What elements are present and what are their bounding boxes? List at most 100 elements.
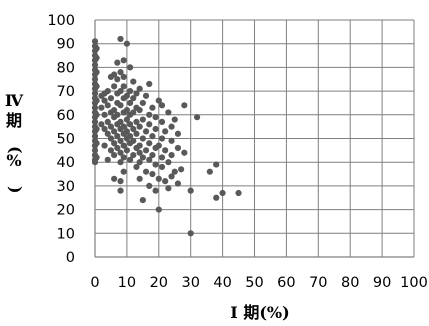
- data-point: [168, 173, 174, 179]
- data-point: [178, 166, 184, 172]
- data-point: [133, 131, 139, 137]
- data-point: [117, 178, 123, 184]
- x-tick-labels: 0 10 20 30 40 50 60 70 80 90 100: [90, 275, 427, 291]
- data-point: [146, 183, 152, 189]
- data-point: [93, 45, 99, 51]
- data-point: [121, 109, 127, 115]
- data-point: [146, 140, 152, 146]
- x-tick-label: 70: [309, 275, 327, 291]
- data-point: [121, 57, 127, 63]
- x-tick-label: 60: [277, 275, 295, 291]
- data-point: [137, 107, 143, 113]
- data-point: [93, 83, 99, 89]
- data-point: [140, 100, 146, 106]
- data-point: [162, 178, 168, 184]
- data-point: [153, 161, 159, 167]
- data-point: [140, 197, 146, 203]
- data-point: [105, 157, 111, 163]
- data-point: [93, 112, 99, 118]
- data-point: [93, 140, 99, 146]
- data-point: [93, 55, 99, 61]
- data-point: [98, 105, 104, 111]
- data-point: [111, 83, 117, 89]
- data-point: [159, 119, 165, 125]
- data-point: [213, 195, 219, 201]
- data-point: [146, 157, 152, 163]
- x-tick-label: 0: [90, 275, 99, 291]
- data-point: [114, 60, 120, 66]
- data-point: [165, 159, 171, 165]
- y-tick-label: 20: [57, 203, 75, 219]
- y-tick-label: 0: [66, 250, 75, 266]
- data-point: [153, 126, 159, 132]
- data-point: [207, 169, 213, 175]
- data-point: [159, 154, 165, 160]
- data-point: [172, 116, 178, 122]
- data-points: [92, 36, 242, 237]
- y-tick-label: 50: [57, 132, 75, 148]
- x-tick-label: 20: [150, 275, 168, 291]
- y-tick-label: 100: [47, 13, 75, 29]
- data-point: [130, 79, 136, 85]
- data-point: [93, 97, 99, 103]
- data-point: [117, 102, 123, 108]
- data-point: [220, 190, 226, 196]
- data-point: [159, 102, 165, 108]
- data-point: [101, 112, 107, 118]
- data-point: [159, 135, 165, 141]
- y-tick-label: 70: [57, 84, 75, 100]
- data-point: [133, 164, 139, 170]
- data-point: [235, 190, 241, 196]
- data-point: [140, 135, 146, 141]
- data-point: [111, 152, 117, 158]
- data-point: [168, 124, 174, 130]
- data-point: [108, 74, 114, 80]
- data-point: [168, 138, 174, 144]
- data-point: [127, 140, 133, 146]
- data-point: [137, 124, 143, 130]
- data-point: [111, 114, 117, 120]
- data-point: [162, 147, 168, 153]
- data-point: [153, 114, 159, 120]
- data-point: [108, 95, 114, 101]
- data-point: [114, 76, 120, 82]
- data-point: [121, 169, 127, 175]
- data-point: [105, 102, 111, 108]
- data-point: [137, 176, 143, 182]
- x-tick-label: 80: [341, 275, 359, 291]
- data-point: [93, 154, 99, 160]
- data-point: [162, 128, 168, 134]
- y-tick-label: 30: [57, 179, 75, 195]
- data-point: [121, 74, 127, 80]
- data-point: [127, 157, 133, 163]
- data-point: [127, 100, 133, 106]
- data-point: [165, 185, 171, 191]
- data-point: [175, 145, 181, 151]
- data-point: [181, 150, 187, 156]
- y-tick-label: 90: [57, 37, 75, 53]
- data-point: [194, 114, 200, 120]
- x-tick-label: 100: [400, 275, 428, 291]
- data-point: [111, 176, 117, 182]
- data-point: [127, 64, 133, 70]
- data-point: [149, 105, 155, 111]
- data-point: [140, 116, 146, 122]
- data-point: [146, 112, 152, 118]
- x-tick-label: 10: [118, 275, 136, 291]
- data-point: [175, 180, 181, 186]
- data-point: [101, 143, 107, 149]
- x-tick-label: 50: [245, 275, 263, 291]
- data-point: [153, 145, 159, 151]
- y-tick-label: 40: [57, 155, 75, 171]
- data-point: [124, 41, 130, 47]
- data-point: [117, 188, 123, 194]
- data-point: [168, 152, 174, 158]
- x-axis-title: I 期(%): [230, 303, 289, 322]
- data-point: [114, 90, 120, 96]
- data-point: [121, 95, 127, 101]
- y-tick-label: 80: [57, 60, 75, 76]
- data-point: [124, 147, 130, 153]
- data-point: [143, 128, 149, 134]
